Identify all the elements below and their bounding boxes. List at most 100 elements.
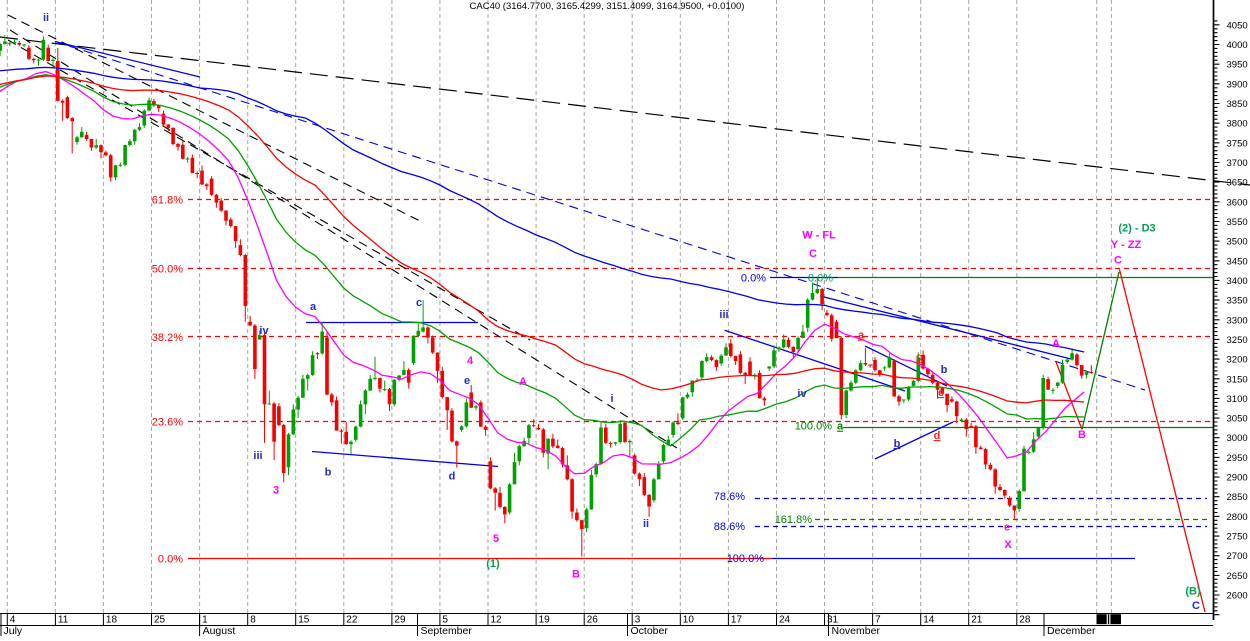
svg-text:i: i xyxy=(610,393,613,405)
svg-text:B: B xyxy=(572,569,580,581)
svg-text:3200: 3200 xyxy=(1227,355,1248,366)
svg-text:October: October xyxy=(631,625,669,636)
svg-text:November: November xyxy=(832,625,881,636)
svg-text:22: 22 xyxy=(346,615,358,626)
svg-text:3050: 3050 xyxy=(1227,414,1248,425)
svg-text:(B): (B) xyxy=(1185,586,1201,598)
svg-text:26: 26 xyxy=(587,615,599,626)
svg-text:C: C xyxy=(809,248,817,260)
svg-text:(2) - D3: (2) - D3 xyxy=(1118,223,1155,235)
svg-text:4050: 4050 xyxy=(1227,20,1248,31)
svg-text:3700: 3700 xyxy=(1227,158,1248,169)
svg-text:29: 29 xyxy=(394,615,406,626)
svg-text:B: B xyxy=(1078,429,1086,441)
svg-text:3: 3 xyxy=(635,615,641,626)
svg-text:3950: 3950 xyxy=(1227,60,1248,71)
svg-text:4: 4 xyxy=(467,355,474,367)
svg-text:12: 12 xyxy=(491,615,503,626)
svg-text:0.0%: 0.0% xyxy=(808,272,833,284)
svg-text:88.6%: 88.6% xyxy=(714,521,745,533)
svg-text:September: September xyxy=(421,625,473,636)
svg-text:iv: iv xyxy=(259,325,269,337)
svg-text:CAC40 (3164.7700, 3165.4299, 3: CAC40 (3164.7700, 3165.4299, 3151.4099, … xyxy=(470,1,745,12)
svg-text:ii: ii xyxy=(43,12,49,24)
svg-text:b: b xyxy=(941,364,948,376)
svg-text:15: 15 xyxy=(298,615,310,626)
svg-text:c: c xyxy=(916,352,922,364)
svg-text:100.0%: 100.0% xyxy=(795,421,833,433)
svg-text:3550: 3550 xyxy=(1227,217,1248,228)
svg-text:78.6%: 78.6% xyxy=(714,491,745,503)
svg-text:b: b xyxy=(325,467,332,479)
svg-text:a: a xyxy=(858,330,865,342)
svg-text:17: 17 xyxy=(731,615,743,626)
svg-text:ii: ii xyxy=(643,518,649,530)
svg-text:July: July xyxy=(4,625,23,636)
svg-text:5: 5 xyxy=(442,615,448,626)
svg-text:1: 1 xyxy=(202,615,208,626)
svg-text:100.0%: 100.0% xyxy=(727,553,765,565)
svg-text:161.8%: 161.8% xyxy=(775,514,813,526)
svg-text:Y - ZZ: Y - ZZ xyxy=(1111,239,1142,251)
svg-text:iv: iv xyxy=(797,388,807,400)
svg-text:23.6%: 23.6% xyxy=(152,417,183,429)
svg-text:0.0%: 0.0% xyxy=(158,553,183,565)
svg-text:3500: 3500 xyxy=(1227,237,1248,248)
svg-text:2900: 2900 xyxy=(1227,473,1248,484)
svg-text:28: 28 xyxy=(1019,615,1031,626)
svg-text:38.2%: 38.2% xyxy=(152,332,183,344)
svg-text:a: a xyxy=(837,421,844,433)
svg-text:(1): (1) xyxy=(486,558,500,570)
svg-text:e: e xyxy=(1004,522,1010,534)
svg-text:3850: 3850 xyxy=(1227,99,1248,110)
svg-text:3000: 3000 xyxy=(1227,433,1248,444)
svg-text:24: 24 xyxy=(779,615,791,626)
svg-text:d: d xyxy=(934,430,941,442)
svg-text:C: C xyxy=(1114,255,1122,267)
svg-text:2750: 2750 xyxy=(1227,532,1248,543)
svg-text:2800: 2800 xyxy=(1227,512,1248,523)
svg-text:0.0%: 0.0% xyxy=(741,272,766,284)
svg-text:3450: 3450 xyxy=(1227,256,1248,267)
svg-text:W - FL: W - FL xyxy=(802,230,836,242)
svg-text:3250: 3250 xyxy=(1227,335,1248,346)
svg-text:e: e xyxy=(464,375,470,387)
svg-text:25: 25 xyxy=(154,615,166,626)
svg-text:3100: 3100 xyxy=(1227,394,1248,405)
svg-text:d: d xyxy=(449,471,456,483)
svg-text:c: c xyxy=(416,297,422,309)
svg-text:iii: iii xyxy=(719,309,728,321)
svg-text:3650: 3650 xyxy=(1227,178,1248,189)
svg-text:14: 14 xyxy=(923,615,935,626)
svg-text:3350: 3350 xyxy=(1227,296,1248,307)
svg-text:19: 19 xyxy=(539,615,551,626)
svg-text:3900: 3900 xyxy=(1227,79,1248,90)
svg-text:5: 5 xyxy=(493,533,499,545)
svg-text:21: 21 xyxy=(971,615,983,626)
svg-text:8: 8 xyxy=(250,615,256,626)
svg-text:10: 10 xyxy=(683,615,695,626)
svg-text:3300: 3300 xyxy=(1227,315,1248,326)
svg-text:August: August xyxy=(203,625,236,636)
svg-text:A: A xyxy=(519,376,527,388)
svg-text:3600: 3600 xyxy=(1227,197,1248,208)
svg-text:X: X xyxy=(1004,539,1012,551)
svg-text:2950: 2950 xyxy=(1227,453,1248,464)
svg-text:11: 11 xyxy=(58,615,69,626)
svg-text:3400: 3400 xyxy=(1227,276,1248,287)
svg-text:31: 31 xyxy=(827,615,839,626)
svg-text:2850: 2850 xyxy=(1227,492,1248,503)
svg-text:61.8%: 61.8% xyxy=(152,195,183,207)
svg-text:A: A xyxy=(1052,338,1060,350)
svg-text:50.0%: 50.0% xyxy=(152,263,183,275)
svg-text:3800: 3800 xyxy=(1227,119,1248,130)
svg-text:b: b xyxy=(894,438,901,450)
svg-text:e: e xyxy=(938,387,944,399)
svg-text:18: 18 xyxy=(106,615,118,626)
svg-text:a: a xyxy=(310,301,317,313)
svg-text:2650: 2650 xyxy=(1227,571,1248,582)
svg-text:4000: 4000 xyxy=(1227,40,1248,51)
svg-text:2600: 2600 xyxy=(1227,591,1248,602)
svg-text:4: 4 xyxy=(10,615,16,626)
svg-text:iii: iii xyxy=(253,450,262,462)
